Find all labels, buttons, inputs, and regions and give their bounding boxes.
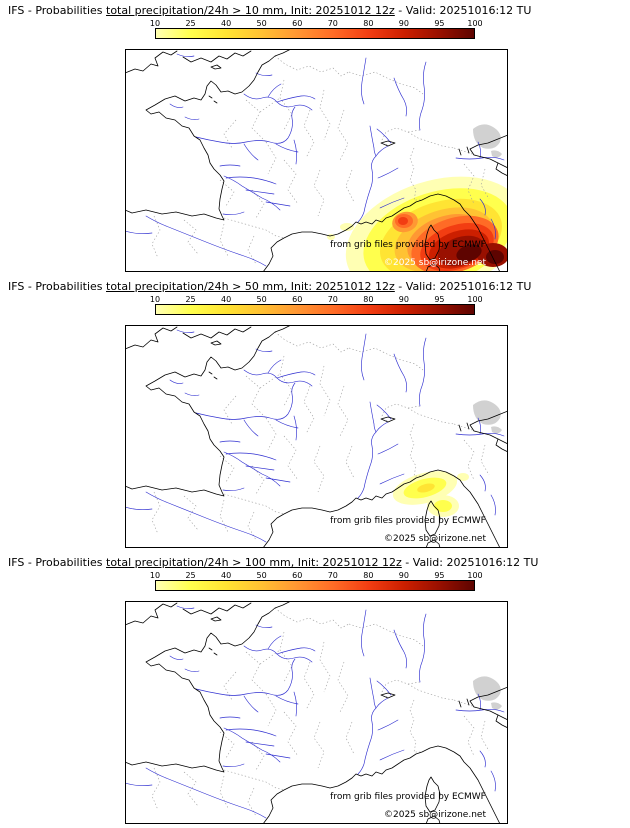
colorbar-tick: 60 xyxy=(292,295,303,304)
colorbar-tick: 70 xyxy=(327,571,338,580)
copyright: ©2025 sb@irizone.net xyxy=(384,810,486,820)
ecmwf-credit: from grib files provided by ECMWF xyxy=(330,240,486,250)
colorbar-tick: 100 xyxy=(467,19,483,28)
colorbar-ticks: 10 25 40 50 60 70 80 90 95 100 xyxy=(150,571,483,580)
colorbar-ticks: 10 25 40 50 60 70 80 90 95 100 xyxy=(150,19,483,28)
title-suffix: - Valid: 20251016:12 TU xyxy=(401,556,539,569)
map-frame xyxy=(125,325,508,548)
colorbar-tick: 10 xyxy=(149,571,161,580)
title-suffix: - Valid: 20251016:12 TU xyxy=(394,280,532,293)
probability-blobs-10mm xyxy=(327,176,507,271)
colorbar-tick: 50 xyxy=(256,19,267,28)
colorbar-tick: 95 xyxy=(434,571,445,580)
colorbar-tick: 80 xyxy=(363,295,374,304)
title-suffix: - Valid: 20251016:12 TU xyxy=(394,4,532,17)
title-prefix: IFS - Probabilities xyxy=(8,4,107,17)
colorbar-tick: 90 xyxy=(398,295,409,304)
probability-blobs-50mm xyxy=(392,471,469,517)
colorbar-tick: 100 xyxy=(467,295,483,304)
panel-100mm: IFS - Probabilities total precipitation/… xyxy=(0,552,630,828)
ecmwf-credit: from grib files provided by ECMWF xyxy=(330,516,486,526)
colorbar-100mm: 10 25 40 50 60 70 80 90 95 100 xyxy=(150,571,483,591)
colorbar-tick: 25 xyxy=(185,571,196,580)
panel-title-100mm: IFS - Probabilities total precipitation/… xyxy=(0,552,630,569)
title-prefix: IFS - Probabilities xyxy=(8,556,107,569)
colorbar-tick: 40 xyxy=(221,19,232,28)
colorbar-tick: 90 xyxy=(398,19,409,28)
colorbar-tick: 70 xyxy=(327,295,338,304)
colorbar-tick: 100 xyxy=(467,571,483,580)
colorbar-tick: 10 xyxy=(149,295,161,304)
colorbar-tick: 60 xyxy=(292,19,303,28)
colorbar-tick: 10 xyxy=(149,19,161,28)
colorbar-tick: 95 xyxy=(434,19,445,28)
panel-10mm: IFS - Probabilities total precipitation/… xyxy=(0,0,630,276)
title-variable: total precipitation/24h > 10 mm, Init: 2… xyxy=(106,4,395,17)
map-10mm: from grib files provided by ECMWF ©2025 … xyxy=(125,49,508,272)
colorbar-tick: 50 xyxy=(256,295,267,304)
map-100mm: from grib files provided by ECMWF ©2025 … xyxy=(125,601,508,824)
ecmwf-credit: from grib files provided by ECMWF xyxy=(330,792,486,802)
colorbar-gradient xyxy=(155,304,475,315)
colorbar-tick: 25 xyxy=(185,19,196,28)
colorbar-ticks: 10 25 40 50 60 70 80 90 95 100 xyxy=(150,295,483,304)
colorbar-10mm: 10 25 40 50 60 70 80 90 95 100 xyxy=(150,19,483,39)
copyright: ©2025 sb@irizone.net xyxy=(384,258,486,268)
map-frame xyxy=(125,601,508,824)
map-frame xyxy=(125,49,508,272)
colorbar-tick: 80 xyxy=(363,19,374,28)
panel-50mm: IFS - Probabilities total precipitation/… xyxy=(0,276,630,552)
panel-title-50mm: IFS - Probabilities total precipitation/… xyxy=(0,276,630,293)
title-variable: total precipitation/24h > 100 mm, Init: … xyxy=(106,556,402,569)
colorbar-tick: 80 xyxy=(363,571,374,580)
colorbar-tick: 40 xyxy=(221,571,232,580)
colorbar-tick: 25 xyxy=(185,295,196,304)
copyright: ©2025 sb@irizone.net xyxy=(384,534,486,544)
colorbar-tick: 50 xyxy=(256,571,267,580)
colorbar-tick: 70 xyxy=(327,19,338,28)
colorbar-gradient xyxy=(155,28,475,39)
colorbar-tick: 95 xyxy=(434,295,445,304)
colorbar-50mm: 10 25 40 50 60 70 80 90 95 100 xyxy=(150,295,483,315)
colorbar-tick: 90 xyxy=(398,571,409,580)
map-50mm: from grib files provided by ECMWF ©2025 … xyxy=(125,325,508,548)
title-prefix: IFS - Probabilities xyxy=(8,280,107,293)
colorbar-gradient xyxy=(155,580,475,591)
title-variable: total precipitation/24h > 50 mm, Init: 2… xyxy=(106,280,395,293)
colorbar-tick: 40 xyxy=(221,295,232,304)
colorbar-tick: 60 xyxy=(292,571,303,580)
panel-title-10mm: IFS - Probabilities total precipitation/… xyxy=(0,0,630,17)
